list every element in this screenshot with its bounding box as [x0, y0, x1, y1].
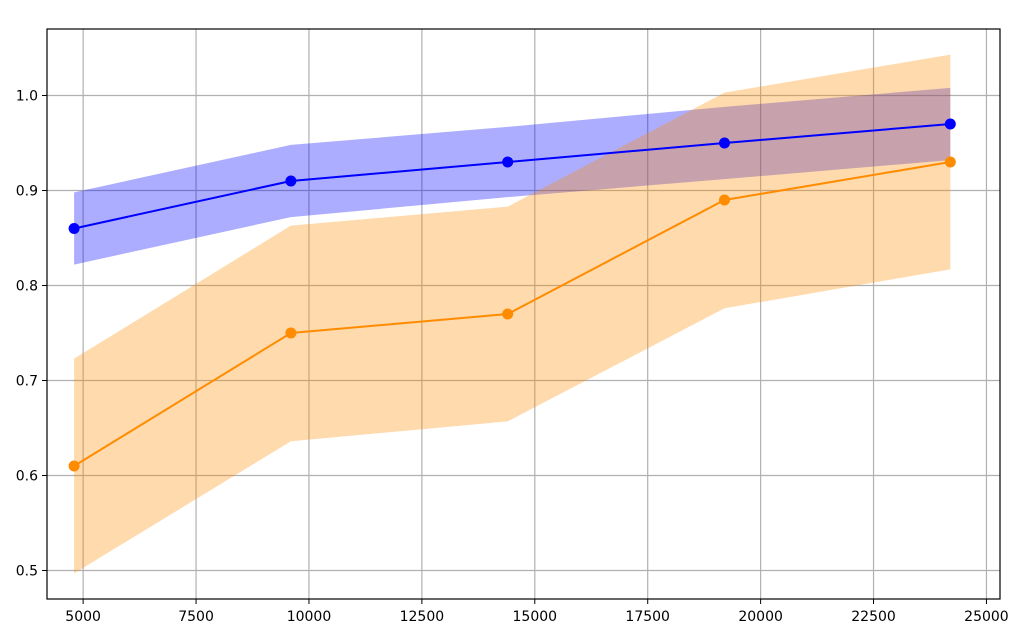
data-point: [502, 156, 514, 168]
y-tick-label: 0.7: [16, 374, 38, 390]
x-tick-label: 15000: [513, 609, 558, 625]
data-point: [718, 137, 730, 149]
y-tick-label: 0.9: [16, 184, 38, 200]
x-tick-label: 22500: [851, 609, 896, 625]
data-point: [944, 118, 956, 130]
x-tick-label: 10000: [287, 609, 332, 625]
x-tick-label: 12500: [400, 609, 445, 625]
plot-frame: [46, 28, 1001, 600]
data-point: [285, 327, 297, 339]
data-point: [68, 460, 80, 472]
y-tick-label: 1.0: [16, 89, 38, 105]
data-point: [502, 308, 514, 320]
series-points: [68, 118, 956, 472]
data-point: [944, 156, 956, 168]
y-tick-label: 0.6: [16, 469, 38, 485]
x-tick-label: 25000: [964, 609, 1009, 625]
data-point: [718, 194, 730, 206]
data-point: [68, 223, 80, 234]
y-tick-label: 0.8: [16, 279, 38, 295]
x-tick-label: 5000: [65, 609, 101, 625]
axis-ticks: 5000 7500 10000 12500 15000 17500 20000 22500 25…: [16, 89, 1009, 626]
confidence-band-0: [74, 87, 951, 265]
data-point: [285, 175, 297, 187]
grid: [47, 29, 1000, 599]
x-tick-label: 17500: [625, 609, 670, 625]
x-tick-label: 7500: [178, 609, 214, 625]
x-tick-label: 20000: [738, 609, 783, 625]
y-tick-label: 0.5: [16, 564, 38, 580]
